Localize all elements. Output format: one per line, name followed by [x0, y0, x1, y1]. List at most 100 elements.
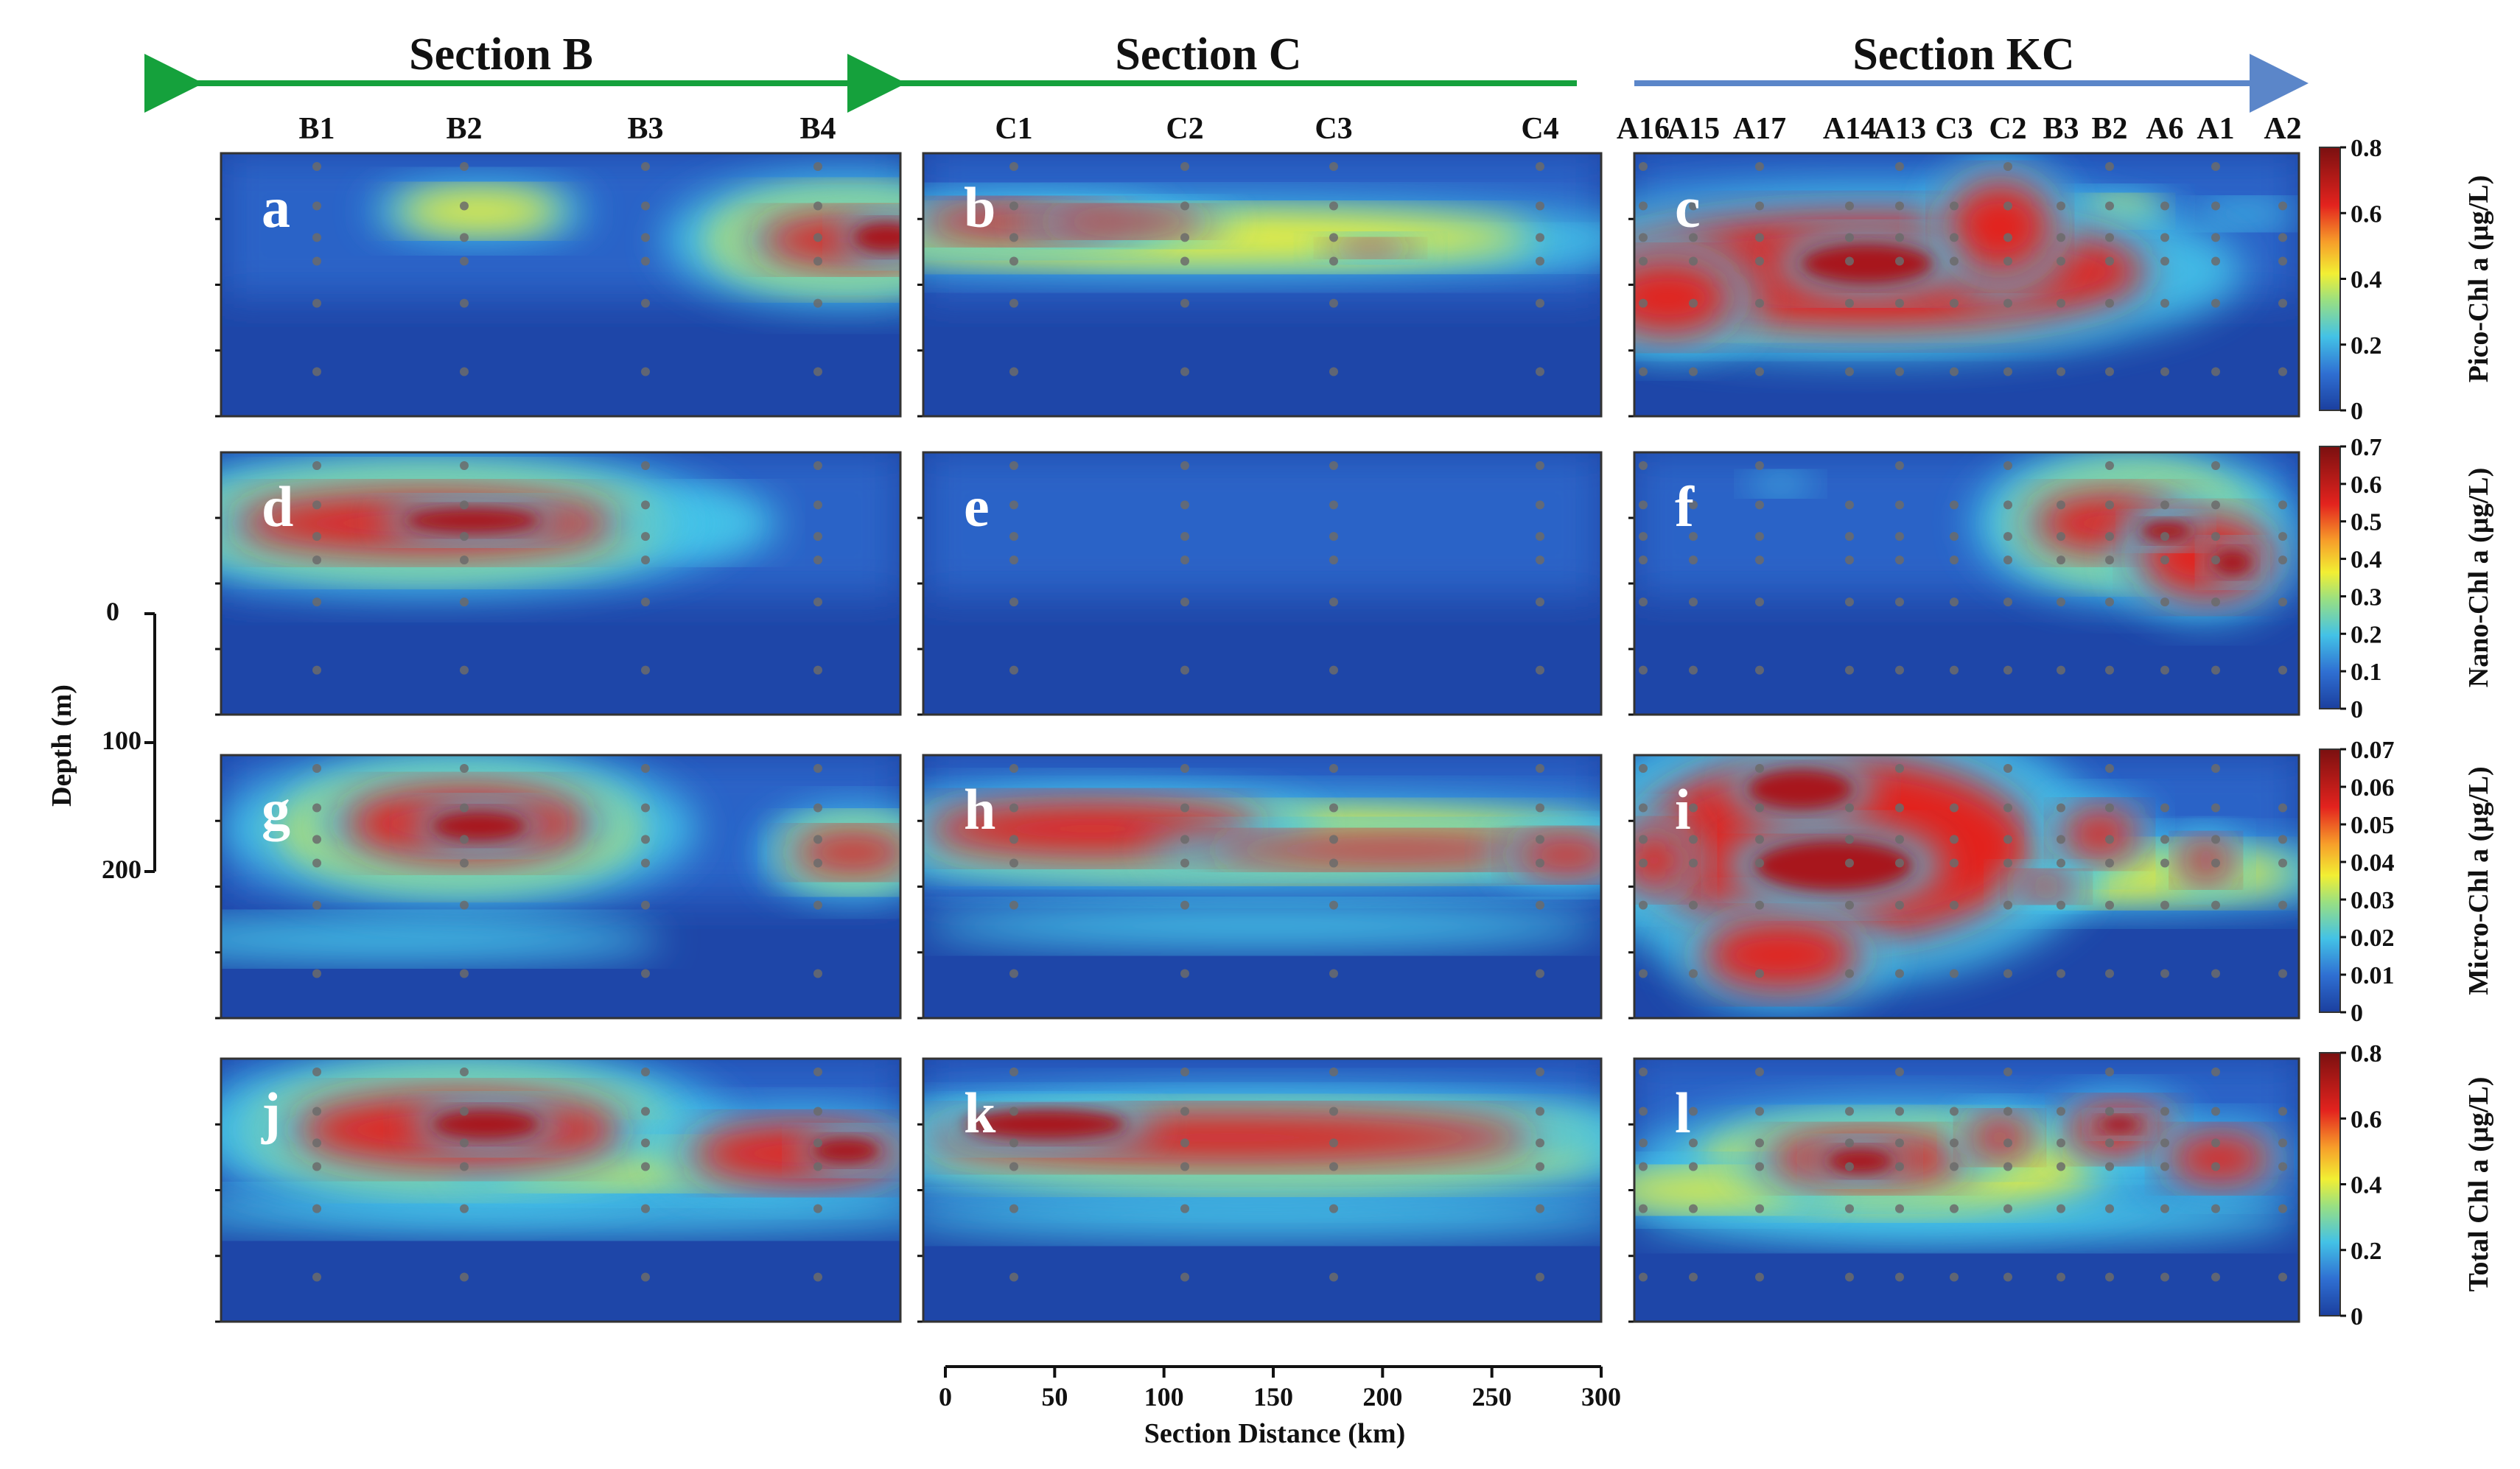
sample-point	[2003, 201, 2012, 211]
sample-point	[2278, 969, 2287, 978]
panel-g: g	[215, 754, 902, 1020]
sample-point	[1689, 367, 1698, 376]
sample-point	[641, 900, 650, 910]
panel-f-frame	[1633, 451, 2300, 716]
sample-point	[641, 201, 650, 211]
sample-point	[1895, 500, 1904, 510]
colorbar-label-1: Pico-Chl a (µg/L)	[2463, 175, 2494, 383]
section-b-title: Section B	[409, 29, 593, 80]
sample-point	[460, 1107, 469, 1116]
sample-point	[1950, 835, 1959, 844]
sample-point	[813, 665, 822, 675]
sample-point	[1689, 298, 1698, 308]
sample-point	[1689, 1107, 1698, 1116]
colorbar-4: 0.8 0.6 0.4 0.2 0 Total Chl a (µg/L)	[2319, 1040, 2494, 1330]
panel-e-shallow-band	[923, 452, 1601, 597]
sample-point	[1950, 532, 1959, 541]
sample-point	[460, 764, 469, 773]
sample-point	[1329, 1138, 1338, 1148]
sample-point	[1536, 298, 1544, 308]
panels: a b c d e f g h i j k l	[215, 152, 2300, 1323]
sample-point	[2211, 256, 2220, 266]
sample-point	[1536, 858, 1544, 868]
sample-point	[2003, 597, 2012, 607]
panel-l-frame	[1633, 1057, 2300, 1323]
sample-point	[1180, 597, 1189, 607]
sample-point	[2105, 835, 2114, 844]
sample-point	[813, 233, 822, 242]
sample-point	[2278, 665, 2287, 675]
sample-point	[641, 233, 650, 242]
panel-letter-f: f	[1675, 474, 1695, 539]
sample-point	[1180, 835, 1189, 844]
panel-c-blob-4	[1634, 258, 1735, 337]
sample-point	[1755, 764, 1764, 773]
sample-point	[1950, 900, 1959, 910]
sample-point	[460, 500, 469, 510]
sample-point	[1895, 665, 1904, 675]
sample-point	[813, 201, 822, 211]
sample-point	[1009, 256, 1018, 266]
sample-point	[312, 1272, 321, 1282]
sample-point	[1536, 835, 1544, 844]
sample-point	[1755, 969, 1764, 978]
panel-letter-j: j	[261, 1081, 281, 1145]
sample-point	[2057, 1272, 2065, 1282]
sample-point	[312, 233, 321, 242]
sample-point	[1536, 367, 1544, 376]
sample-point	[1329, 367, 1338, 376]
section-c-title: Section C	[1115, 29, 1301, 80]
sample-point	[1845, 367, 1854, 376]
sample-point	[1950, 597, 1959, 607]
panel-l-blob-8	[2099, 1116, 2140, 1132]
sample-point	[1950, 233, 1959, 242]
sample-point	[1180, 803, 1189, 813]
sample-point	[2278, 555, 2287, 565]
sample-point	[312, 298, 321, 308]
panel-i-blob-5	[2013, 873, 2080, 900]
sample-point	[1755, 367, 1764, 376]
sample-point	[2003, 1107, 2012, 1116]
sample-point	[641, 1107, 650, 1116]
sample-point	[2003, 1067, 2012, 1076]
colorbar-3: 0.07 0.06 0.05 0.04 0.03 0.02 0.01 0 Micro-Chl a…	[2319, 737, 2494, 1027]
sample-point	[2160, 233, 2169, 242]
sample-point	[1180, 1107, 1189, 1116]
sample-point	[2278, 233, 2287, 242]
sample-point	[1536, 969, 1544, 978]
sample-point	[312, 597, 321, 607]
station-label-a6-kc: A6	[2146, 112, 2183, 146]
sample-point	[2105, 367, 2114, 376]
sample-point	[813, 461, 822, 470]
panel-letter-i: i	[1675, 777, 1691, 841]
panel-i-blob-3	[2059, 807, 2140, 860]
sample-point	[312, 1107, 321, 1116]
colorbar-tick: 0.06	[2351, 774, 2395, 802]
sample-point	[2160, 900, 2169, 910]
station-label-c3-kc: C3	[1935, 112, 1973, 146]
sample-point	[1180, 201, 1189, 211]
sample-point	[2160, 500, 2169, 510]
sample-point	[1895, 256, 1904, 266]
sample-point	[641, 1138, 650, 1148]
sample-point	[2057, 500, 2065, 510]
sample-point	[813, 803, 822, 813]
section-kc-title: Section KC	[1852, 29, 2074, 80]
sample-point	[813, 1067, 822, 1076]
panel-i: i	[1628, 754, 2300, 1020]
sample-point	[641, 858, 650, 868]
sample-point	[1639, 1272, 1648, 1282]
sample-point	[1639, 1067, 1648, 1076]
sample-point	[460, 162, 469, 171]
sample-point	[1329, 1204, 1338, 1213]
sample-point	[460, 461, 469, 470]
colorbar-tick: 0.7	[2351, 434, 2382, 461]
sample-point	[1536, 665, 1544, 675]
sample-point	[1845, 900, 1854, 910]
sample-point	[1845, 1272, 1854, 1282]
sample-point	[2211, 162, 2220, 171]
sample-point	[1689, 555, 1698, 565]
panel-c: c	[1628, 152, 2300, 418]
sample-point	[1845, 665, 1854, 675]
sample-point	[813, 532, 822, 541]
